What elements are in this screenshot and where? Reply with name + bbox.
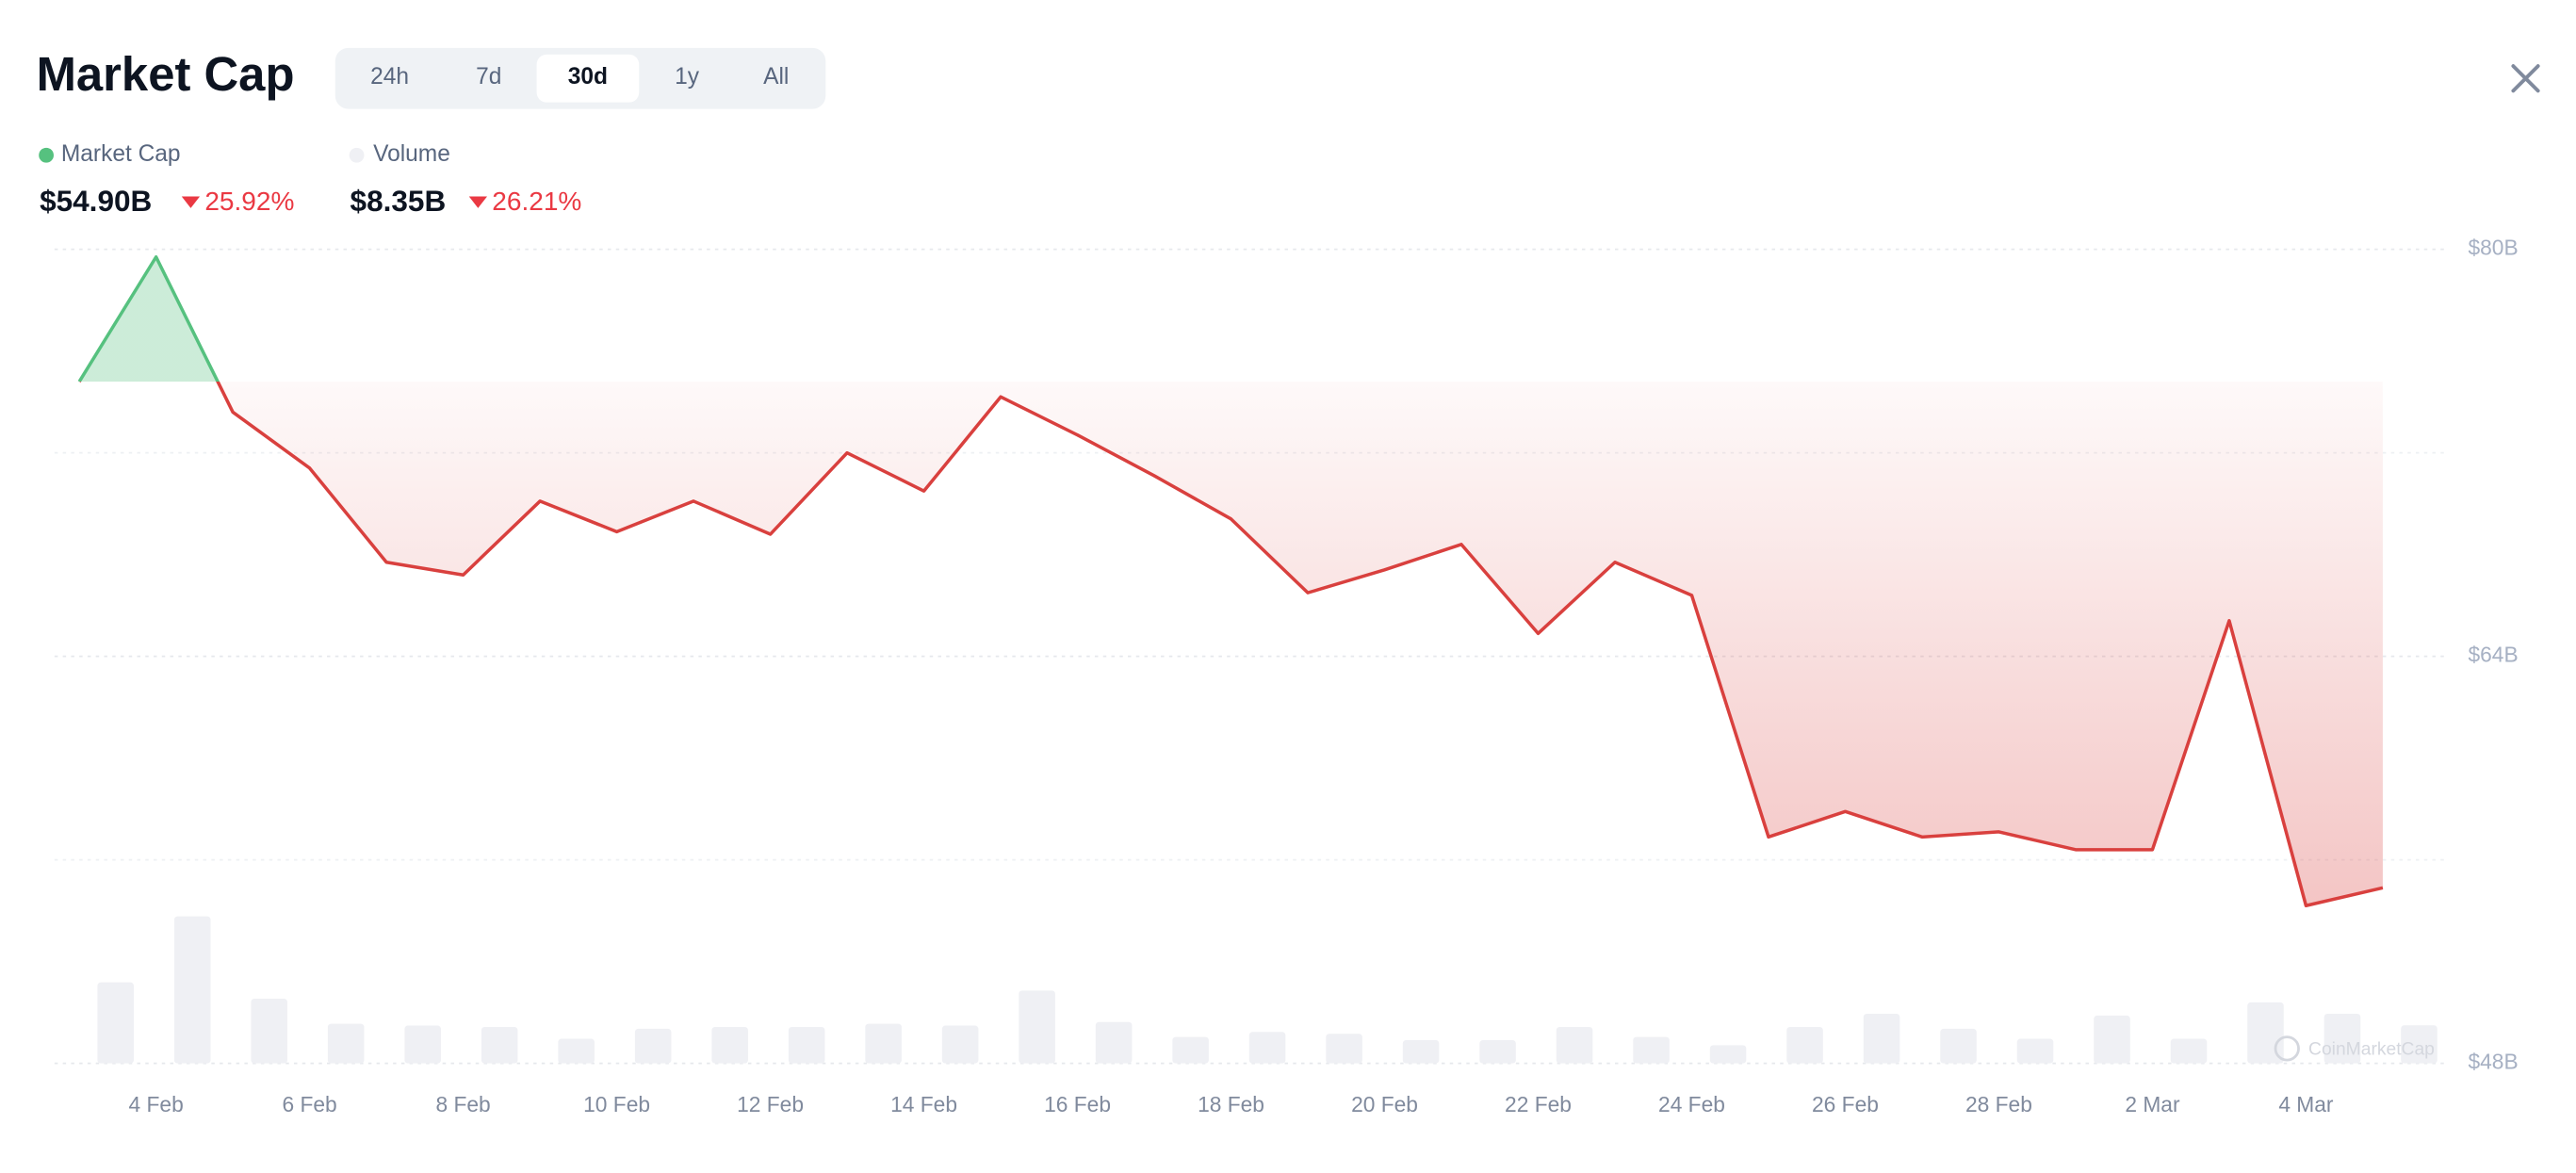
y-tick-label: $80B [2468, 236, 2518, 260]
volume-bar [173, 916, 211, 1064]
x-tick-label: 28 Feb [1965, 1092, 2032, 1116]
volume-bar [2016, 1038, 2054, 1064]
volume-bar [711, 1027, 748, 1064]
volume-bar [251, 999, 287, 1064]
volume-bar [97, 982, 134, 1064]
x-tick-label: 20 Feb [1351, 1092, 1418, 1116]
y-tick-label: $48B [2468, 1050, 2518, 1074]
x-tick-label: 16 Feb [1044, 1092, 1111, 1116]
volume-bar [1019, 990, 1055, 1064]
range-tab[interactable]: 1y [675, 64, 700, 90]
watermark: CoinMarketCap [2308, 1040, 2435, 1060]
tab-group: 24h 7d 30d 1y All [370, 54, 789, 103]
price-line [77, 254, 2384, 907]
close-icon [2511, 64, 2540, 93]
volume-bar [2170, 1038, 2208, 1064]
background-layer [54, 248, 2444, 1065]
y-tick-label: $64B [2468, 643, 2518, 667]
watermark-icon [2274, 1035, 2300, 1062]
volume-bar [1479, 1040, 1516, 1064]
summary-value: $8.35B [351, 184, 447, 218]
volume-bar [2323, 1013, 2361, 1064]
active-tab [536, 54, 640, 103]
legend-dot [39, 147, 54, 163]
volume-bar [1172, 1036, 1209, 1064]
volume-bar [1248, 1032, 1286, 1064]
x-tick-label: 24 Feb [1658, 1092, 1725, 1116]
volume-bar [2401, 1025, 2437, 1064]
x-tick-label: 12 Feb [737, 1092, 804, 1116]
summary-change: 25.92% [204, 187, 294, 216]
x-tick-label: 14 Feb [890, 1092, 957, 1116]
volume-bar [1863, 1013, 1900, 1064]
x-tick-label: 4 Feb [129, 1092, 184, 1116]
volume-bar [1709, 1045, 1747, 1064]
summary-change: 26.21% [492, 187, 581, 216]
x-tick-label: 10 Feb [583, 1092, 650, 1116]
volume-bar [327, 1023, 365, 1064]
volume-bar [404, 1025, 441, 1064]
title: Market Cap [37, 47, 295, 101]
range-tab[interactable]: 24h [370, 64, 409, 90]
volume-bar [481, 1027, 518, 1064]
volume-bar [1402, 1040, 1440, 1064]
volume-bar [1095, 1021, 1133, 1064]
x-tick-label: 22 Feb [1505, 1092, 1572, 1116]
legend-label: Volume [373, 141, 450, 167]
volume-bar [2094, 1015, 2130, 1064]
down-arrow [468, 196, 488, 208]
legend-dot [349, 147, 365, 163]
volume-bar [1326, 1034, 1362, 1064]
summary-value: $54.90B [40, 184, 152, 218]
x-tick-label: 6 Feb [283, 1092, 337, 1116]
x-tick-label: 4 Mar [2278, 1092, 2334, 1116]
down-arrow [181, 196, 201, 208]
volume-bar [1940, 1028, 1977, 1064]
volume-bar [1633, 1036, 1670, 1064]
area [79, 256, 2383, 906]
volume-bar [941, 1025, 979, 1064]
close-button[interactable] [2511, 64, 2540, 93]
volume-bar [788, 1027, 825, 1064]
volume-bar [865, 1023, 902, 1064]
x-tick-label: 8 Feb [436, 1092, 491, 1116]
x-tick-label: 2 Mar [2125, 1092, 2180, 1116]
x-tick-label: 26 Feb [1812, 1092, 1879, 1116]
volume-bar [1556, 1027, 1593, 1064]
x-tick-label: 18 Feb [1198, 1092, 1264, 1116]
range-tab[interactable]: All [763, 64, 789, 90]
range-tab[interactable]: 30d [568, 64, 608, 90]
volume-bar [1786, 1027, 1823, 1064]
volume-bar [634, 1028, 672, 1064]
legend-label: Market Cap [61, 141, 181, 167]
volume-bar [558, 1038, 595, 1064]
range-tab[interactable]: 7d [476, 64, 501, 90]
